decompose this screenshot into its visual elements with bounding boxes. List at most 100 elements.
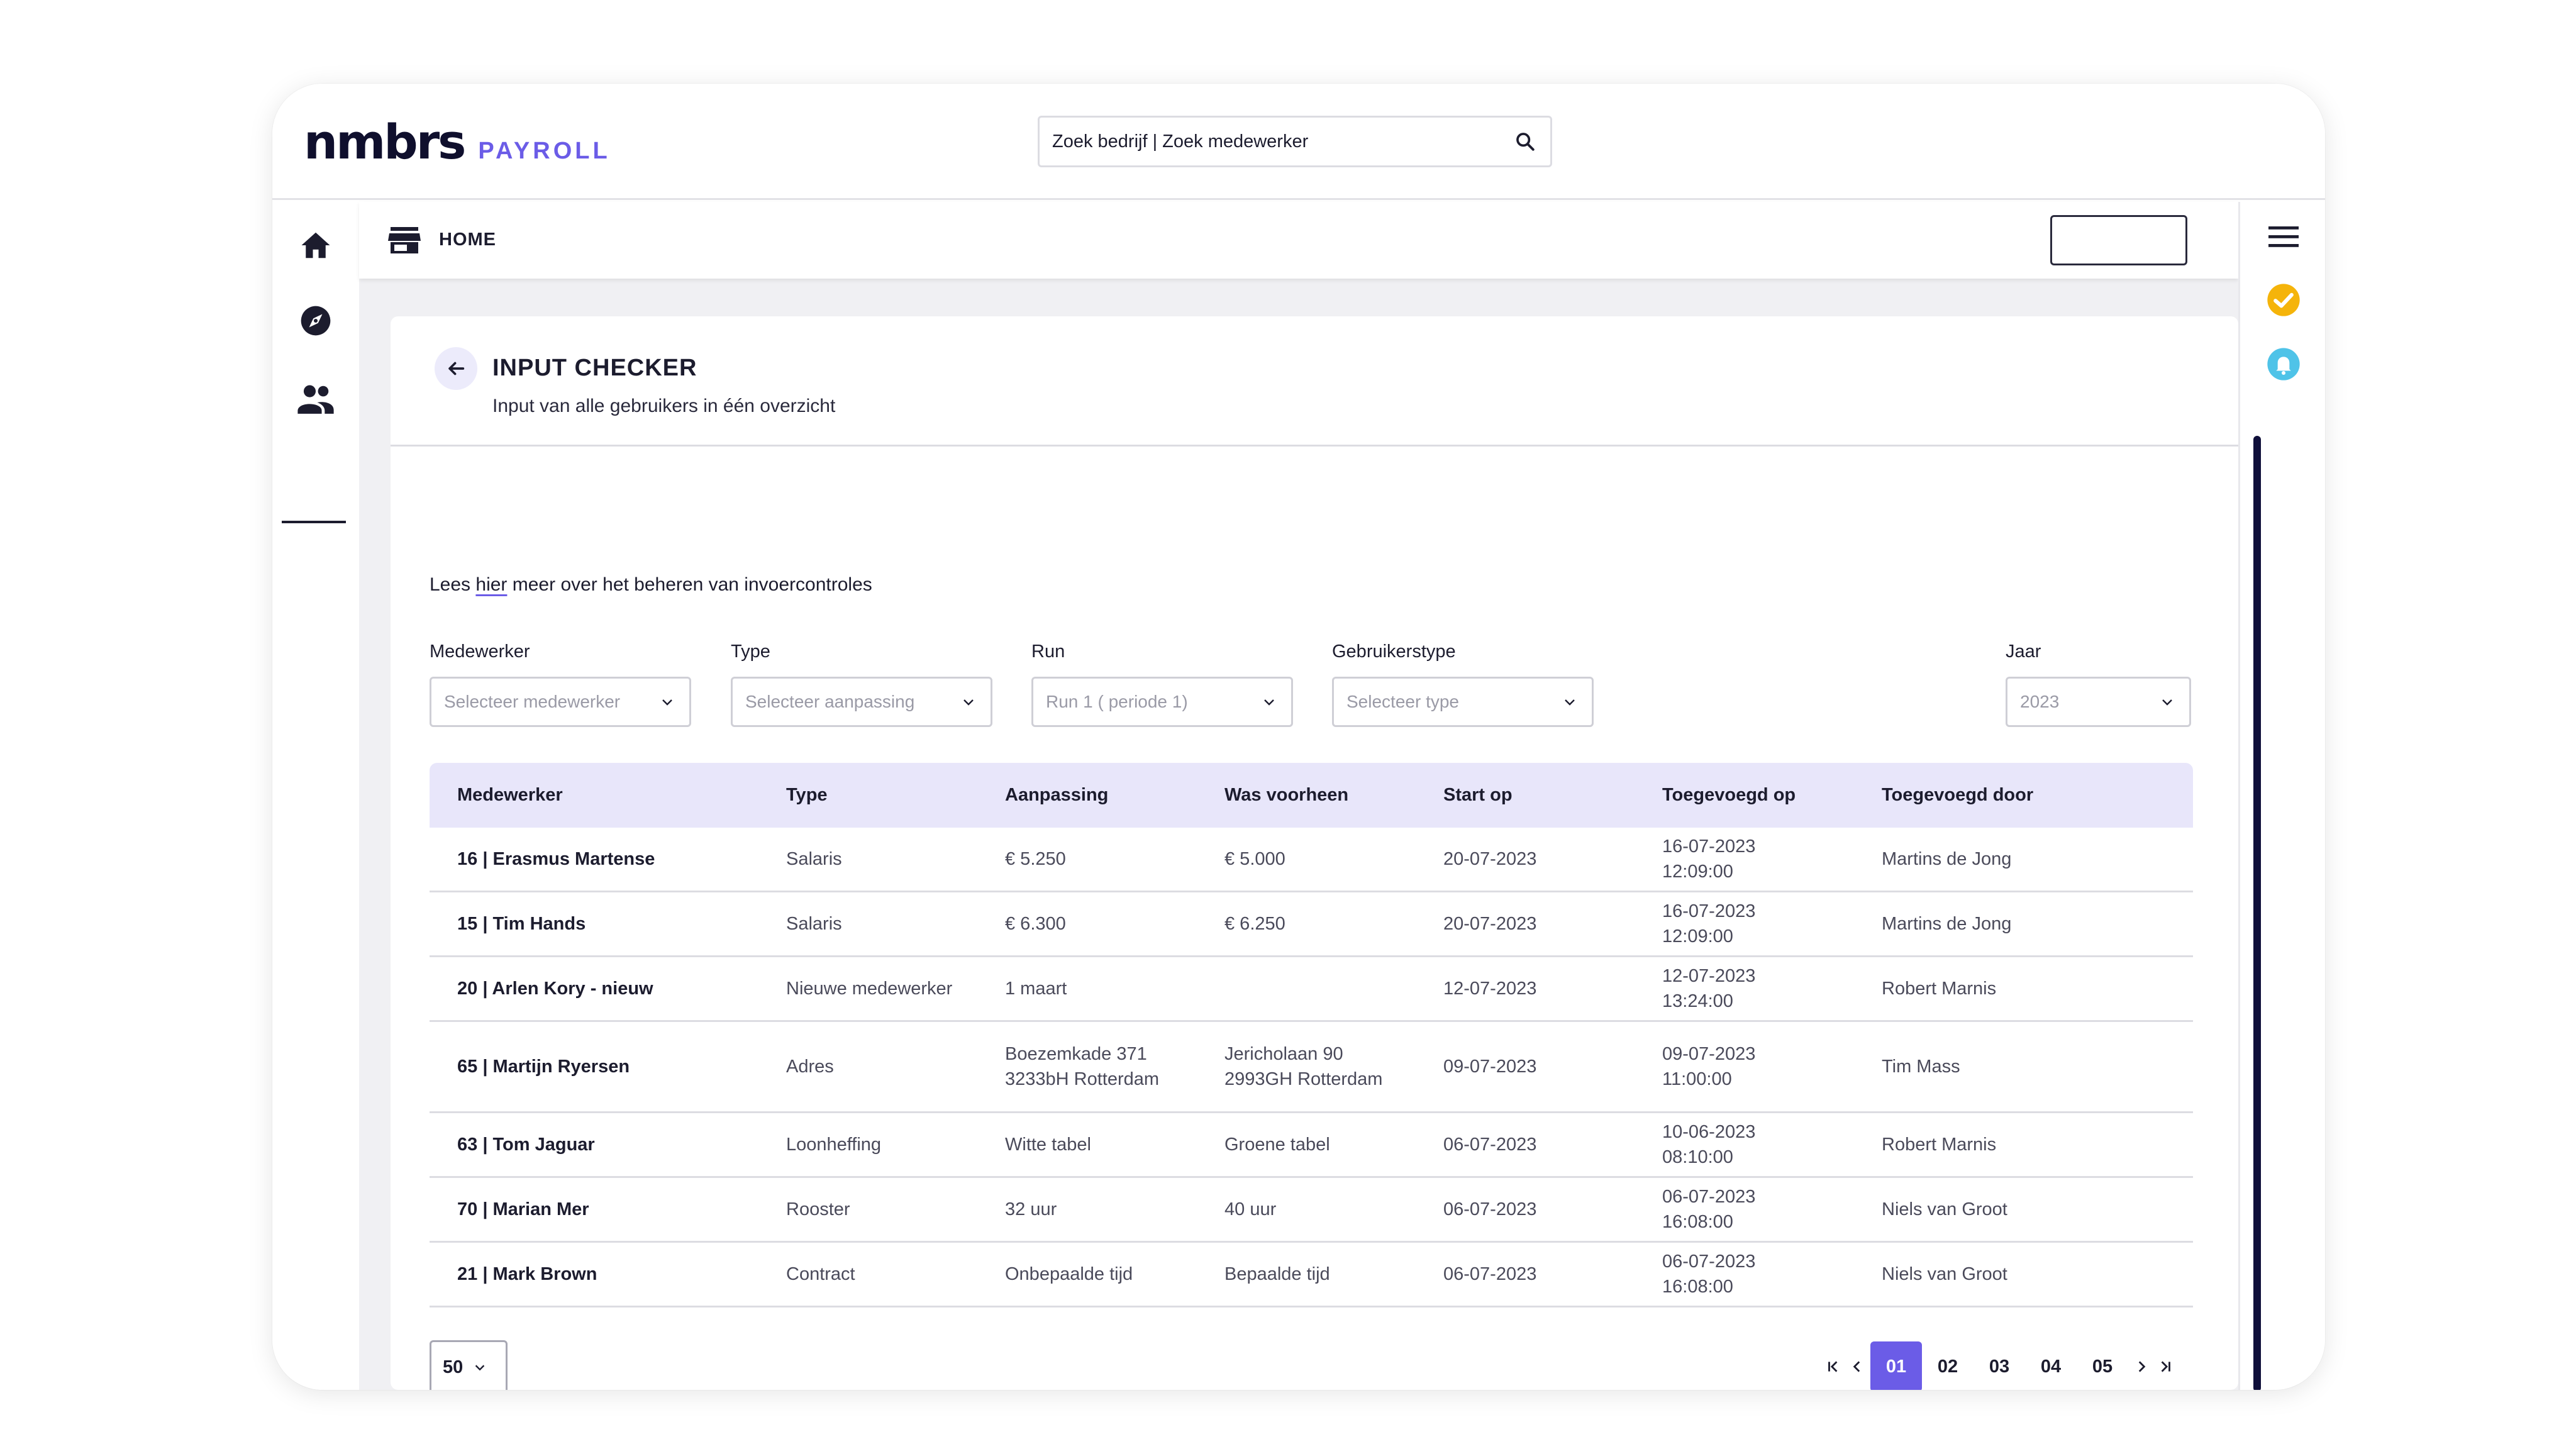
- cell-toegevoegd-op: 12-07-2023 13:24:00: [1662, 957, 1755, 1020]
- chevron-down-icon: [1260, 692, 1279, 711]
- run-select[interactable]: Run 1 ( periode 1): [1031, 677, 1293, 727]
- search-icon[interactable]: [1500, 116, 1550, 167]
- header-col-toegevoegd-op[interactable]: Toegevoegd op: [1662, 785, 1796, 805]
- table-row[interactable]: 21 | Mark Brown Contract Onbepaalde tijd Be…: [430, 1243, 2193, 1307]
- cell-aanpassing: 1 maart: [1005, 957, 1067, 1020]
- back-button[interactable]: [435, 347, 477, 390]
- header-col-medewerker[interactable]: Medewerker: [457, 785, 563, 805]
- home-icon[interactable]: [294, 223, 338, 267]
- cell-aanpassing: € 6.300: [1005, 892, 1066, 955]
- select-value: Selecteer medewerker: [444, 692, 621, 711]
- cell-aanpassing: € 5.250: [1005, 828, 1066, 891]
- page-button-01[interactable]: 01: [1870, 1341, 1922, 1390]
- cell-medewerker: 20 | Arlen Kory - nieuw: [457, 979, 653, 999]
- header-col-was-voorheen[interactable]: Was voorheen: [1224, 785, 1349, 805]
- cell-line: 10-06-2023: [1662, 1122, 1756, 1142]
- page-button-04[interactable]: 04: [2040, 1356, 2062, 1377]
- breadcrumb-home[interactable]: HOME: [439, 230, 496, 250]
- store-icon: [388, 226, 421, 255]
- cell-line: 06-07-2023: [1662, 1187, 1756, 1207]
- cell-line: 16:08:00: [1662, 1277, 1733, 1297]
- filter-label: Jaar: [2006, 641, 2041, 662]
- per-page-select[interactable]: 50: [430, 1340, 508, 1390]
- info-prefix: Lees: [430, 574, 476, 595]
- cell-medewerker: 21 | Mark Brown: [457, 1264, 597, 1284]
- cell-line: 16-07-2023: [1662, 901, 1756, 921]
- table-row[interactable]: 65 | Martijn Ryersen Adres Boezemkade 371 3…: [430, 1022, 2193, 1113]
- cell-line: 40 uur: [1224, 1199, 1277, 1219]
- medewerker-select[interactable]: Selecteer medewerker: [430, 677, 691, 727]
- chevron-down-icon: [2158, 692, 2177, 711]
- chevron-down-icon: [959, 692, 978, 711]
- cell-medewerker: 16 | Erasmus Martense: [457, 849, 655, 869]
- sub-navigation: HOME: [359, 202, 2238, 279]
- cell-medewerker: 70 | Marian Mer: [457, 1199, 589, 1219]
- cell-start-op: 20-07-2023: [1443, 849, 1537, 869]
- cell-line: 12:09:00: [1662, 862, 1733, 882]
- gebruikerstype-select[interactable]: Selecteer type: [1332, 677, 1594, 727]
- jaar-select[interactable]: 2023: [2006, 677, 2191, 727]
- filter-label: Gebruikerstype: [1332, 641, 1456, 662]
- chevron-down-icon: [475, 1365, 485, 1371]
- filter-label: Type: [731, 641, 770, 662]
- cell-medewerker: 65 | Martijn Ryersen: [457, 1057, 630, 1077]
- table-row[interactable]: 63 | Tom Jaguar Loonheffing Witte tabel Gro…: [430, 1113, 2193, 1178]
- cell-toegevoegd-door: Niels van Groot: [1882, 1199, 2007, 1219]
- cell-start-op: 06-07-2023: [1443, 1199, 1537, 1219]
- table-row[interactable]: 15 | Tim Hands Salaris € 6.300 € 6.250 20-07…: [430, 892, 2193, 957]
- action-button[interactable]: [2050, 215, 2187, 265]
- logo[interactable]: nmbrs PAYROLL: [304, 114, 611, 170]
- cell-line: € 5.000: [1224, 849, 1285, 869]
- cell-toegevoegd-op: 16-07-2023 12:09:00: [1662, 828, 1755, 891]
- logo-text: nmbrs: [304, 114, 466, 170]
- last-page-icon[interactable]: [2153, 1341, 2177, 1390]
- header-col-toegevoegd-door[interactable]: Toegevoegd door: [1882, 785, 2034, 805]
- cell-toegevoegd-door: Martins de Jong: [1882, 914, 2012, 934]
- header-col-aanpassing[interactable]: Aanpassing: [1005, 785, 1109, 805]
- cell-toegevoegd-op: 06-07-2023 16:08:00: [1662, 1243, 1755, 1306]
- cell-line: 11:00:00: [1662, 1069, 1732, 1089]
- cell-line: € 6.300: [1005, 914, 1066, 934]
- header-col-start-op[interactable]: Start op: [1443, 785, 1513, 805]
- page-button-02[interactable]: 02: [1937, 1356, 1958, 1377]
- table-row[interactable]: 70 | Marian Mer Rooster 32 uur 40 uur 06-07-…: [430, 1178, 2193, 1243]
- cell-medewerker: 15 | Tim Hands: [457, 914, 586, 934]
- page-button-05[interactable]: 05: [2092, 1356, 2113, 1377]
- cell-toegevoegd-op: 09-07-2023 11:00:00: [1662, 1022, 1755, 1111]
- card-header: INPUT CHECKER Input van alle gebruikers …: [391, 316, 2238, 447]
- info-text: Lees hier meer over het beheren van invo…: [430, 574, 872, 596]
- cell-type: Adres: [786, 1057, 834, 1077]
- cell-aanpassing: Witte tabel: [1005, 1113, 1091, 1176]
- page-button-03[interactable]: 03: [1989, 1356, 2010, 1377]
- active-indicator: [282, 521, 346, 523]
- cell-start-op: 20-07-2023: [1443, 914, 1537, 934]
- people-icon[interactable]: [294, 377, 338, 421]
- top-header: nmbrs PAYROLL Zoek bedrijf | Zoek medewe…: [272, 84, 2325, 200]
- search-field[interactable]: Zoek bedrijf | Zoek medewerker: [1038, 116, 1552, 167]
- cell-start-op: 12-07-2023: [1443, 979, 1537, 999]
- cell-toegevoegd-door: Tim Mass: [1882, 1057, 1960, 1077]
- cell-line: 1 maart: [1005, 979, 1067, 999]
- table-row[interactable]: 20 | Arlen Kory - nieuw Nieuwe medewerker…: [430, 957, 2193, 1022]
- compass-icon[interactable]: [294, 299, 338, 343]
- search-input[interactable]: Zoek bedrijf | Zoek medewerker: [1052, 131, 1309, 152]
- logo-product: PAYROLL: [478, 138, 611, 164]
- info-link[interactable]: hier: [475, 574, 508, 595]
- filter-jaar: Jaar 2023: [2006, 641, 2191, 727]
- next-page-icon[interactable]: [2129, 1341, 2153, 1390]
- scrollbar-thumb[interactable]: [2253, 436, 2261, 1390]
- check-circle-icon[interactable]: [2262, 278, 2306, 322]
- table-body: 16 | Erasmus Martense Salaris € 5.250 € 5.0…: [430, 828, 2193, 1307]
- left-sidebar: [272, 202, 359, 1390]
- prev-page-icon[interactable]: [1845, 1341, 1869, 1390]
- bell-icon[interactable]: [2262, 342, 2306, 386]
- filter-label: Run: [1031, 641, 1065, 662]
- cell-aanpassing: Boezemkade 371 3233bH Rotterdam: [1005, 1022, 1159, 1111]
- table-row[interactable]: 16 | Erasmus Martense Salaris € 5.250 € 5.0…: [430, 828, 2193, 892]
- type-select[interactable]: Selecteer aanpassing: [731, 677, 992, 727]
- first-page-icon[interactable]: [1821, 1341, 1845, 1390]
- menu-icon[interactable]: [2262, 214, 2306, 258]
- cell-line: 12:09:00: [1662, 926, 1733, 947]
- input-table: Medewerker Type Aanpassing Was voorheen Star…: [430, 763, 2193, 1307]
- header-col-type[interactable]: Type: [786, 785, 828, 805]
